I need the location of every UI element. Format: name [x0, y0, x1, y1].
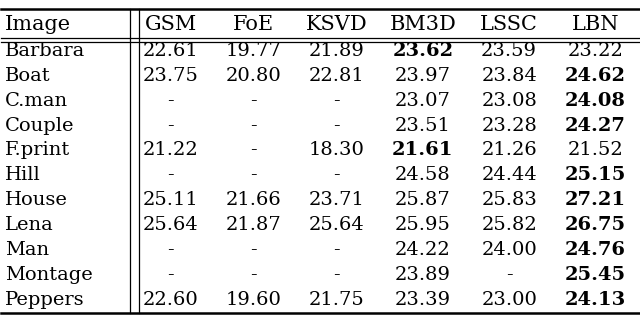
Text: Montage: Montage: [4, 266, 92, 284]
Text: 23.51: 23.51: [395, 117, 451, 135]
Text: 21.66: 21.66: [226, 191, 282, 209]
Text: 27.21: 27.21: [565, 191, 626, 209]
Text: 22.81: 22.81: [308, 67, 364, 85]
Text: 24.22: 24.22: [395, 241, 451, 259]
Text: FoE: FoE: [233, 15, 274, 34]
Text: 23.39: 23.39: [395, 291, 451, 309]
Text: Barbara: Barbara: [4, 42, 85, 60]
Text: BM3D: BM3D: [390, 15, 456, 34]
Text: 25.64: 25.64: [308, 216, 364, 234]
Text: 23.84: 23.84: [481, 67, 537, 85]
Text: -: -: [250, 141, 257, 159]
Text: 25.87: 25.87: [395, 191, 451, 209]
Text: 25.95: 25.95: [395, 216, 451, 234]
Text: -: -: [250, 117, 257, 135]
Text: 20.80: 20.80: [226, 67, 282, 85]
Text: 18.30: 18.30: [308, 141, 365, 159]
Text: -: -: [167, 166, 174, 185]
Text: 21.52: 21.52: [568, 141, 623, 159]
Text: 23.28: 23.28: [481, 117, 537, 135]
Text: 25.83: 25.83: [481, 191, 537, 209]
Text: 23.62: 23.62: [392, 42, 454, 60]
Text: 23.97: 23.97: [395, 67, 451, 85]
Text: 22.60: 22.60: [143, 291, 198, 309]
Text: 21.61: 21.61: [392, 141, 454, 159]
Text: 23.75: 23.75: [143, 67, 198, 85]
Text: House: House: [4, 191, 67, 209]
Text: Boat: Boat: [4, 67, 50, 85]
Text: C.man: C.man: [4, 92, 68, 110]
Text: 23.59: 23.59: [481, 42, 537, 60]
Text: -: -: [250, 92, 257, 110]
Text: F.print: F.print: [4, 141, 70, 159]
Text: Man: Man: [4, 241, 49, 259]
Text: 24.00: 24.00: [481, 241, 537, 259]
Text: 24.08: 24.08: [565, 92, 626, 110]
Text: -: -: [250, 166, 257, 185]
Text: -: -: [250, 266, 257, 284]
Text: -: -: [250, 241, 257, 259]
Text: Hill: Hill: [4, 166, 40, 185]
Text: 21.75: 21.75: [308, 291, 364, 309]
Text: 23.07: 23.07: [395, 92, 451, 110]
Text: Image: Image: [4, 15, 70, 34]
Text: LSSC: LSSC: [480, 15, 538, 34]
Text: 25.82: 25.82: [481, 216, 537, 234]
Text: -: -: [333, 117, 340, 135]
Text: 23.89: 23.89: [395, 266, 451, 284]
Text: 23.00: 23.00: [481, 291, 537, 309]
Text: 24.62: 24.62: [565, 67, 626, 85]
Text: Peppers: Peppers: [4, 291, 84, 309]
Text: -: -: [167, 241, 174, 259]
Text: -: -: [167, 117, 174, 135]
Text: 19.77: 19.77: [226, 42, 282, 60]
Text: 25.15: 25.15: [564, 166, 626, 185]
Text: -: -: [333, 92, 340, 110]
Text: -: -: [506, 266, 513, 284]
Text: 21.22: 21.22: [143, 141, 198, 159]
Text: 24.13: 24.13: [565, 291, 626, 309]
Text: -: -: [167, 92, 174, 110]
Text: 21.87: 21.87: [226, 216, 282, 234]
Text: Couple: Couple: [4, 117, 74, 135]
Text: 23.71: 23.71: [308, 191, 365, 209]
Text: 23.22: 23.22: [568, 42, 623, 60]
Text: -: -: [333, 266, 340, 284]
Text: 25.64: 25.64: [143, 216, 198, 234]
Text: 24.76: 24.76: [565, 241, 626, 259]
Text: 19.60: 19.60: [226, 291, 282, 309]
Text: 25.45: 25.45: [565, 266, 626, 284]
Text: 25.11: 25.11: [143, 191, 198, 209]
Text: 24.27: 24.27: [565, 117, 626, 135]
Text: 22.61: 22.61: [143, 42, 198, 60]
Text: -: -: [333, 241, 340, 259]
Text: 21.89: 21.89: [308, 42, 365, 60]
Text: GSM: GSM: [145, 15, 196, 34]
Text: 24.58: 24.58: [395, 166, 451, 185]
Text: 21.26: 21.26: [481, 141, 537, 159]
Text: 24.44: 24.44: [481, 166, 537, 185]
Text: -: -: [167, 266, 174, 284]
Text: Lena: Lena: [4, 216, 53, 234]
Text: 26.75: 26.75: [565, 216, 626, 234]
Text: KSVD: KSVD: [306, 15, 367, 34]
Text: LBN: LBN: [572, 15, 620, 34]
Text: -: -: [333, 166, 340, 185]
Text: 23.08: 23.08: [481, 92, 537, 110]
